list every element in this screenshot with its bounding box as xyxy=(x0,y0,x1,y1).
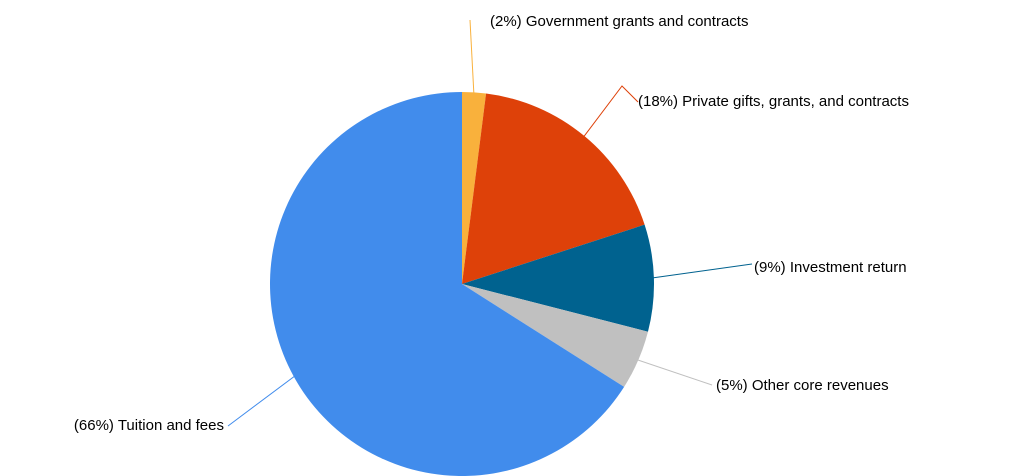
slice-label-2: (9%) Investment return xyxy=(754,259,907,276)
pie-slice-1 xyxy=(462,93,645,284)
slice-label-4: (66%) Tuition and fees xyxy=(74,417,224,434)
pie-slice-4 xyxy=(270,92,625,476)
pie-slices xyxy=(270,92,654,476)
leader-line-1 xyxy=(582,85,639,138)
slice-labels: (2%) Government grants and contracts (18%… xyxy=(74,13,909,434)
pie-slice-3 xyxy=(462,284,648,387)
pie-slice-0 xyxy=(462,92,487,284)
leader-lines xyxy=(227,19,753,427)
slice-label-0: (2%) Government grants and contracts xyxy=(490,13,748,30)
slice-label-1: (18%) Private gifts, grants, and contrac… xyxy=(638,93,909,110)
pie-slice-2 xyxy=(462,224,654,332)
leader-line-2 xyxy=(651,263,753,279)
leader-line-3 xyxy=(636,359,713,386)
slice-label-3: (5%) Other core revenues xyxy=(716,377,889,394)
leader-line-4 xyxy=(227,375,296,427)
leader-line-0 xyxy=(469,19,475,95)
